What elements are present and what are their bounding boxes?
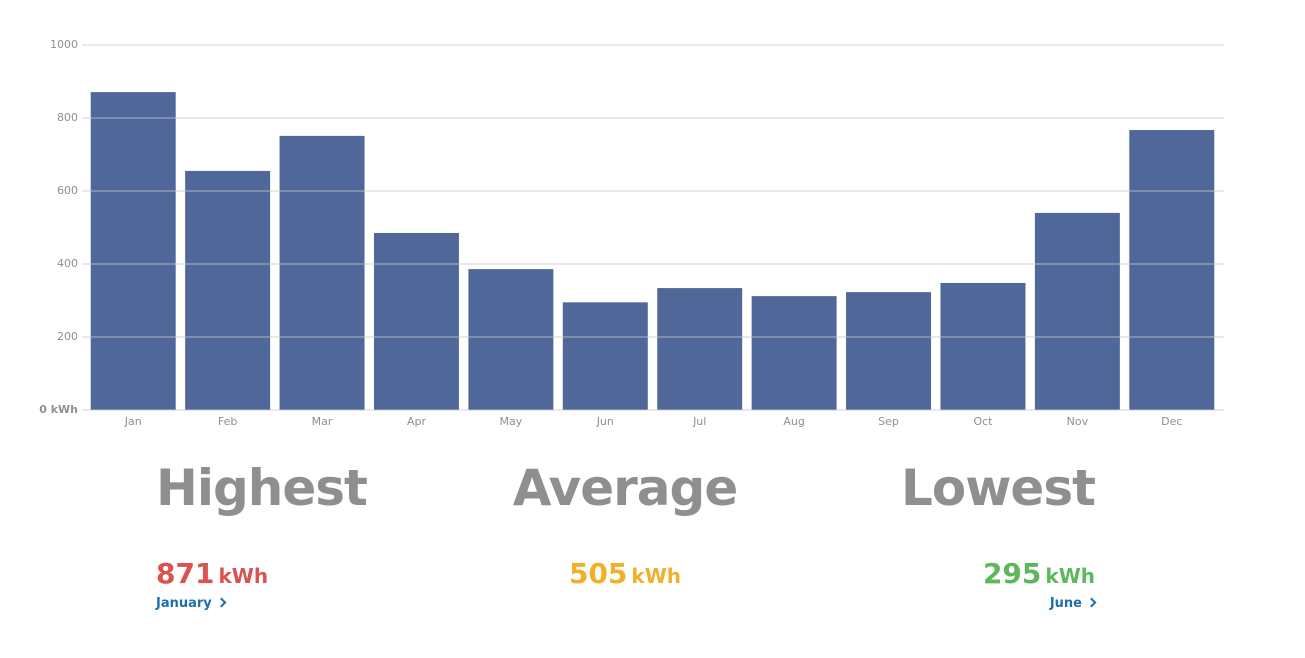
y-tick-label: 600	[57, 184, 78, 197]
stat-unit: kWh	[631, 564, 682, 588]
bar	[751, 296, 837, 410]
x-tick-label: Jan	[124, 415, 142, 428]
stat-lowest: Lowest 295 kWh June	[695, 458, 1096, 611]
stat-number: 295	[982, 557, 1042, 590]
bar	[90, 92, 176, 411]
bar	[846, 292, 932, 410]
y-tick-label: 200	[57, 330, 78, 343]
stat-title: Highest	[156, 459, 368, 517]
x-tick-label: Apr	[407, 415, 427, 428]
x-tick-label: Dec	[1161, 415, 1182, 428]
stat-value: 871 kWh	[156, 556, 556, 592]
bar	[468, 269, 554, 410]
x-tick-label: May	[500, 415, 523, 428]
x-tick-label: Aug	[783, 415, 804, 428]
x-tick-label: Sep	[878, 415, 899, 428]
x-tick-label: Nov	[1067, 415, 1089, 428]
x-tick-label: Mar	[312, 415, 333, 428]
stat-link[interactable]: June	[1050, 596, 1095, 611]
x-tick-label: Jun	[596, 415, 614, 428]
y-tick-label: 800	[57, 111, 78, 124]
y-tick-label: 0 kWh	[39, 403, 78, 416]
chart: Jan Feb Mar Apr May Jun Jul Aug Sep Oct Nov Dec 0 kW…	[39, 38, 1224, 428]
bar	[657, 288, 743, 410]
stat-number: 871	[156, 557, 215, 590]
stat-unit: kWh	[1045, 564, 1095, 588]
stat-title: Average	[512, 459, 739, 517]
bar	[1129, 130, 1215, 411]
x-tick-label: Oct	[973, 415, 993, 428]
x-tick-label: Jul	[692, 415, 706, 428]
stat-highest: Highest 871 kWh January	[156, 458, 556, 611]
stat-title: Lowest	[901, 459, 1096, 517]
y-tick-label: 1000	[50, 38, 78, 51]
stat-link[interactable]: January	[156, 596, 225, 611]
bar	[373, 232, 459, 410]
x-tick-label: Feb	[218, 415, 237, 428]
stat-unit: kWh	[218, 564, 269, 588]
y-tick-label: 400	[57, 257, 78, 270]
bar	[185, 170, 271, 410]
stat-value: 295 kWh	[695, 556, 1095, 592]
stat-number: 505	[568, 557, 628, 590]
bar	[562, 302, 648, 410]
stat-average: Average 505 kWh	[425, 458, 825, 592]
bar	[940, 282, 1026, 410]
bar	[279, 135, 365, 410]
stat-value: 505 kWh	[425, 556, 825, 592]
bar	[1034, 212, 1120, 410]
